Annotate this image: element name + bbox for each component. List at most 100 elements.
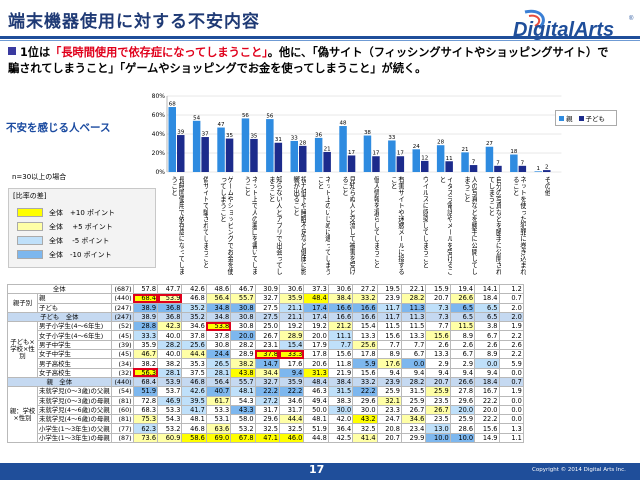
table-cell: 42.6 [181,386,207,397]
data-label: 56 [242,113,249,119]
x-tick-label: 有害サイトや迷惑メールに接すること [390,176,404,275]
table-cell: 22.2 [474,414,500,425]
table-cell: 19.2 [303,321,329,332]
data-label: 2 [545,165,549,171]
data-label: 36 [315,132,322,138]
table-cell: 9.4 [449,367,476,378]
table-cell: 43.3 [230,404,256,416]
table-cell: 26.5 [205,358,232,369]
table-cell: 47.1 [254,432,280,444]
row-n: (77) [110,423,134,434]
bar-parent [314,137,323,172]
table-cell: 15.6 [352,367,378,378]
row-n: (440) [110,293,134,304]
digitalarts-logo: DigitalArts ® [513,9,634,41]
table-cell: 56.4 [205,376,232,388]
table-cell: 22.2 [254,386,280,397]
table-cell: 13.3 [425,349,451,360]
table-cell: 42.3 [157,321,183,332]
table-cell: 29.6 [449,395,476,406]
table-cell: 72.8 [132,395,159,406]
table-cell: 2.6 [498,339,524,351]
table-cell: 9.4 [425,367,451,378]
table-cell: 73.6 [132,432,159,444]
table-cell: 27.2 [352,283,378,295]
table-cell: 37.5 [181,367,207,378]
table-cell: 17.9 [303,339,329,351]
table-cell: 20.6 [303,358,329,369]
table-cell: 2.2 [498,349,524,360]
table-cell: 6.5 [474,302,500,313]
bar-parent [241,118,250,172]
table-cell: 11.7 [376,302,402,313]
table-cell: 24.4 [205,349,232,360]
table-cell: 37.8 [181,330,207,341]
table-cell: 60.9 [157,432,183,444]
row-n: (52) [110,321,134,332]
table-cell: 58.6 [181,432,207,444]
table-cell: 6.5 [449,302,476,313]
row-n: (81) [110,395,134,406]
row-label: 親 [37,293,112,304]
table-cell: 28.2 [157,339,183,351]
table-cell: 20.7 [376,432,402,444]
table-cell: 29.6 [352,395,378,406]
table-cell: 15.6 [327,349,354,360]
table-cell: 27.8 [449,386,476,397]
row-n: (45) [110,349,134,360]
bar-parent [339,126,347,172]
table-cell: 28.9 [278,330,305,341]
data-label: 47 [218,122,225,128]
table-cell: 1.1 [498,432,524,444]
table-row: 全体 (687) 57.8 47.7 42.6 48.6 46.7 30.9 30.6 37.3 3… [7,283,524,295]
table-cell: 46.8 [181,376,207,388]
table-cell: 39.5 [181,395,207,406]
table-cell: 31.7 [254,404,280,416]
chart-legend: 親 子ども [555,110,617,126]
table-cell: 34.6 [181,321,207,332]
table-cell: 53.8 [205,321,232,332]
table-cell: 15.4 [278,339,305,351]
table-cell: 46.3 [303,386,329,397]
diff-legend-item: 全体 -5 ポイント [17,235,109,246]
table-cell: 30.6 [278,283,305,295]
table-cell: 53.9 [157,376,183,388]
base-note: 不安を感じる人ベース [6,122,111,134]
table-cell: 63.6 [205,423,232,434]
bar-child [250,138,258,172]
row-n: (39) [110,339,134,351]
table-cell: 9.4 [400,367,427,378]
y-tick-label: 0% [155,169,165,176]
table-cell: 50.0 [303,404,329,416]
table-cell: 20.7 [425,376,451,388]
bar-child [494,165,502,172]
x-tick-label: 視力低下や睡眠不足など健康に影響が出ること [293,176,306,275]
table-cell: 0.0 [474,358,500,369]
table-cell: 44.8 [303,432,329,444]
table-cell: 19.5 [376,283,402,295]
table-cell: 54.3 [230,395,256,406]
data-label: 33 [291,135,298,141]
table-cell: 17.6 [278,358,305,369]
table-cell: 55.7 [230,293,256,304]
table-cell: 42.0 [327,414,354,425]
table-cell: 26.7 [254,330,280,341]
table-cell: 49.4 [303,395,329,406]
row-n: (247) [110,302,134,313]
table-cell: 16.6 [352,311,378,323]
section-row: 子ども 全体 (247) 38.9 36.8 35.2 34.8 30.8 27.5 21.1 1… [7,311,524,323]
table-cell: 17.8 [303,349,329,360]
table-cell: 26.7 [425,404,451,416]
table-cell: 36.8 [157,302,183,313]
table-cell: 6.7 [474,330,500,341]
table-row: 男子中学生 (39) 35.9 28.2 25.6 30.8 28.2 23.1 15.4 17.… [8,339,524,351]
table-cell: 28.2 [400,376,427,388]
table-cell: 14.7 [254,358,280,369]
row-n: (34) [110,358,134,369]
table-cell: 25.9 [400,395,427,406]
logo-text: DigitalArts [513,19,614,41]
table-row: 男子高校生 (34) 38.2 38.2 35.3 26.5 38.2 14.7 17.6 20.… [8,358,524,369]
table-cell: 69.0 [205,432,232,444]
table-cell: 27.5 [254,302,280,313]
